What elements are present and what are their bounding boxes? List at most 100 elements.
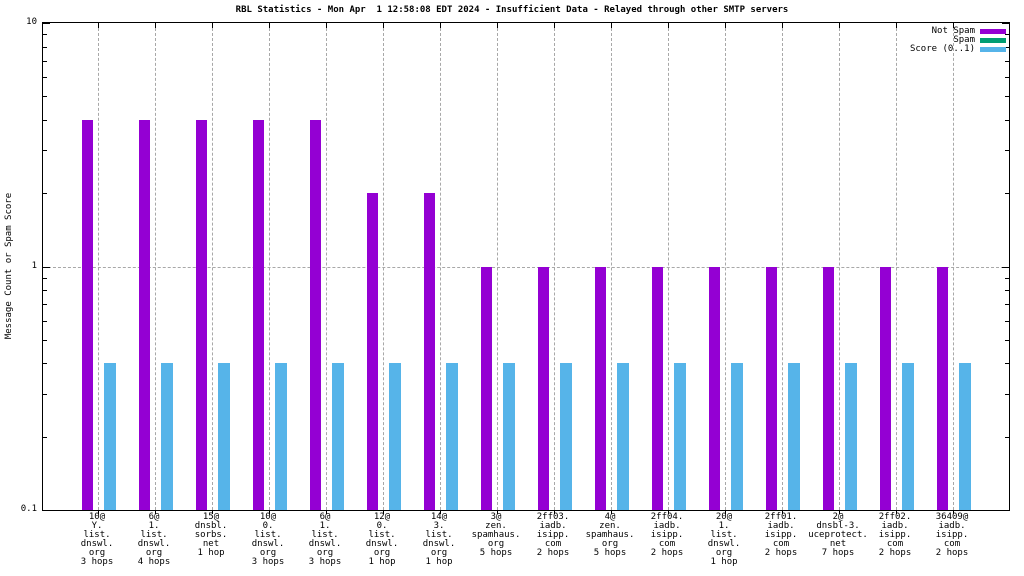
y-axis-title-area: Message Count or Spam Score (0, 0, 20, 576)
x-tick-mark-top (896, 23, 897, 28)
y-minor-tick-mark (43, 47, 47, 48)
bar-not-spam (139, 120, 150, 510)
x-tick-label: 2ff02. iadb. isipp. com 2 hops (878, 512, 912, 558)
bar-score (560, 363, 572, 510)
x-tick-label: 6@ 1. list. dnswl. org 4 hops (137, 512, 171, 567)
gridline-vertical (839, 23, 840, 510)
x-tick-mark-bottom (383, 510, 384, 514)
x-tick-mark-bottom (611, 510, 612, 514)
y-tick-mark (43, 23, 50, 24)
x-tick-mark-bottom (269, 510, 270, 514)
legend-row: Not Spam (910, 26, 1006, 36)
y-minor-tick-mark (1005, 290, 1009, 291)
x-tick-mark-top (383, 23, 384, 28)
legend-label: Spam (953, 35, 975, 45)
gridline-vertical (155, 23, 156, 510)
x-tick-mark-top (98, 23, 99, 28)
y-tick-label: 10 (26, 17, 37, 27)
gridline-vertical (896, 23, 897, 510)
x-tick-mark-top (155, 23, 156, 28)
bar-not-spam (652, 267, 663, 510)
bar-score (731, 363, 743, 510)
bar-not-spam (82, 120, 93, 510)
y-minor-tick-mark (1005, 363, 1009, 364)
y-minor-tick-mark (1005, 47, 1009, 48)
x-tick-mark-top (839, 23, 840, 28)
bar-score (788, 363, 800, 510)
y-minor-tick-mark (1005, 96, 1009, 97)
gridline-vertical (98, 23, 99, 510)
y-minor-tick-mark (1005, 150, 1009, 151)
x-tick-mark-top (212, 23, 213, 28)
bar-score (902, 363, 914, 510)
bar-score (161, 363, 173, 510)
y-minor-tick-mark (1005, 321, 1009, 322)
legend-row: Score (0..1) (910, 45, 1006, 54)
y-minor-tick-mark (43, 150, 47, 151)
gridline-horizontal (43, 267, 1009, 268)
y-minor-tick-mark (43, 290, 47, 291)
bar-not-spam (823, 267, 834, 510)
x-tick-label: 2ff01. iadb. isipp. com 2 hops (764, 512, 798, 558)
y-minor-tick-mark (43, 394, 47, 395)
bar-score (332, 363, 344, 510)
gridline-vertical (554, 23, 555, 510)
gridline-vertical (326, 23, 327, 510)
x-tick-label: 10@ 0. list. dnswl. org 3 hops (251, 512, 285, 567)
x-tick-label: 20@ 1. list. dnswl. org 1 hop (707, 512, 741, 567)
y-minor-tick-mark (43, 340, 47, 341)
bar-not-spam (367, 193, 378, 510)
x-tick-mark-bottom (212, 510, 213, 514)
legend-label: Not Spam (931, 26, 975, 36)
y-minor-tick-mark (43, 34, 47, 35)
gridline-vertical (953, 23, 954, 510)
y-minor-tick-mark (43, 96, 47, 97)
bar-not-spam (937, 267, 948, 510)
bar-score (275, 363, 287, 510)
x-tick-mark-bottom (896, 510, 897, 514)
y-minor-tick-mark (43, 437, 47, 438)
x-tick-label: 36409@ iadb. isipp. com 2 hops (935, 512, 969, 558)
y-minor-tick-mark (43, 193, 47, 194)
y-minor-tick-mark (1005, 278, 1009, 279)
bar-score (617, 363, 629, 510)
bar-score (959, 363, 971, 510)
x-tick-mark-bottom (668, 510, 669, 514)
bar-score (674, 363, 686, 510)
bar-not-spam (424, 193, 435, 510)
y-minor-tick-mark (43, 363, 47, 364)
gridline-vertical (269, 23, 270, 510)
bar-not-spam (310, 120, 321, 510)
y-minor-tick-mark (43, 61, 47, 62)
gridline-vertical (668, 23, 669, 510)
y-tick-mark (43, 267, 50, 268)
gridline-vertical (725, 23, 726, 510)
bar-not-spam (481, 267, 492, 510)
gridline-vertical (383, 23, 384, 510)
bar-not-spam (253, 120, 264, 510)
x-tick-mark-bottom (953, 510, 954, 514)
y-minor-tick-mark (1005, 61, 1009, 62)
bar-not-spam (196, 120, 207, 510)
x-tick-label: 15@ dnsbl. sorbs. net 1 hop (194, 512, 228, 558)
y-tick-mark (1002, 23, 1009, 24)
plot-area (42, 22, 1010, 514)
x-tick-label: 2@ dnsbl-3. uceprotect. net 7 hops (808, 512, 868, 558)
y-minor-tick-mark (1005, 34, 1009, 35)
x-tick-mark-bottom (440, 510, 441, 514)
x-tick-mark-top (611, 23, 612, 28)
y-tick-mark (1002, 267, 1009, 268)
chart-title: RBL Statistics - Mon Apr 1 12:58:08 EDT … (235, 5, 789, 15)
legend-swatch (980, 28, 1006, 34)
bar-not-spam (880, 267, 891, 510)
y-tick-mark (1002, 510, 1009, 511)
legend-swatch (980, 46, 1006, 52)
bar-score (104, 363, 116, 510)
legend-row: Spam (910, 35, 1006, 45)
x-tick-mark-bottom (326, 510, 327, 514)
y-minor-tick-mark (43, 278, 47, 279)
x-tick-label: 12@ 0. list. dnswl. org 1 hop (365, 512, 399, 567)
y-tick-mark (43, 510, 50, 511)
bar-score (503, 363, 515, 510)
x-tick-mark-top (668, 23, 669, 28)
